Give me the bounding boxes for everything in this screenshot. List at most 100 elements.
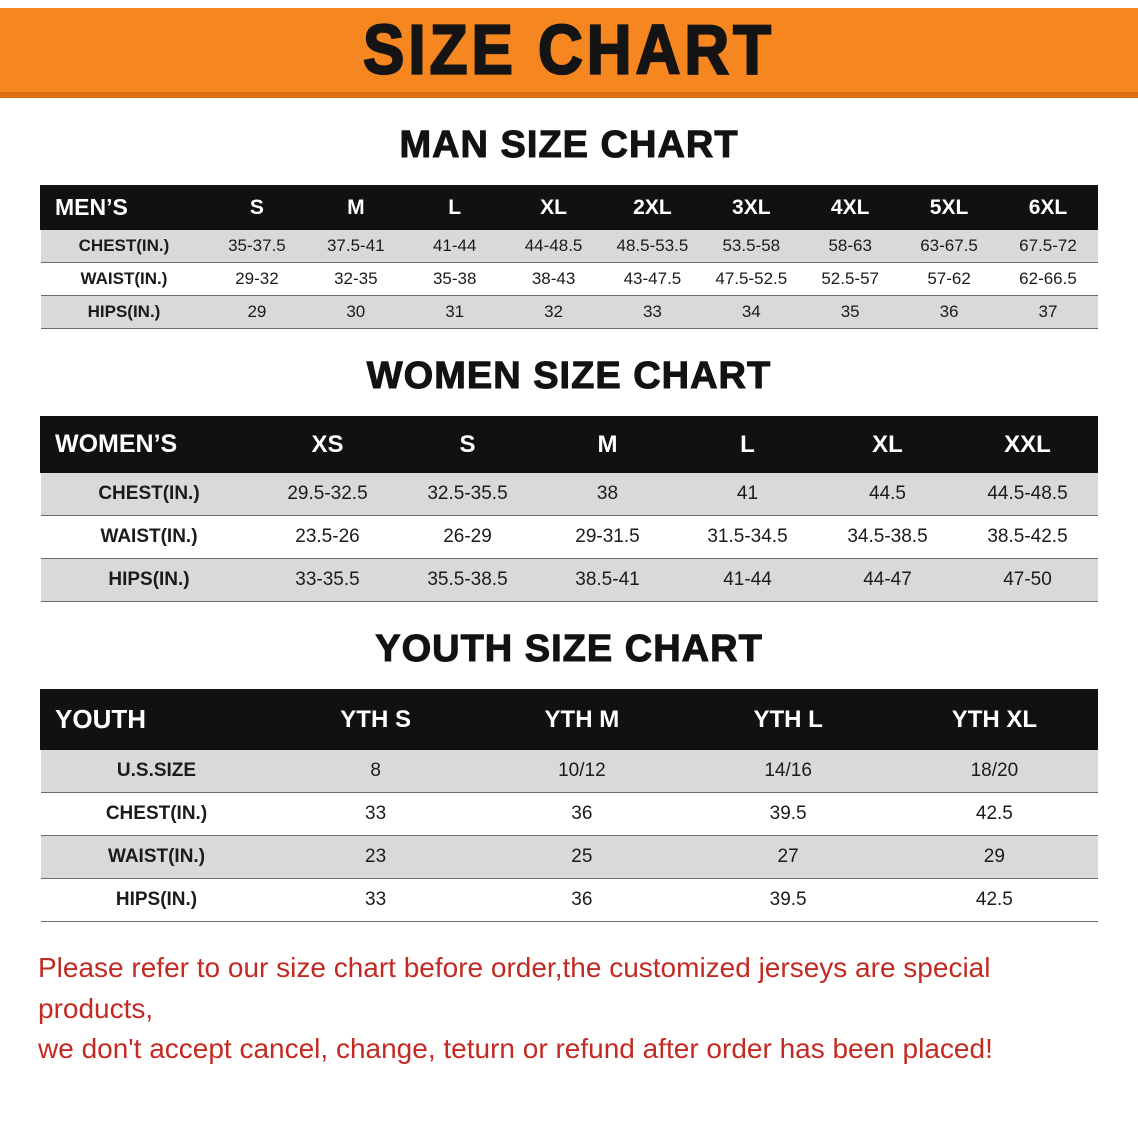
size-value-cell: 33 [603,295,702,329]
size-value-cell: 32.5-35.5 [397,472,538,516]
measurement-row: HIPS(IN.) 33-35.5 35.5-38.5 38.5-41 41-44 44-… [40,558,1098,602]
size-value-cell: 32 [504,295,603,329]
table-corner-label: WOMEN’S [40,416,258,473]
measurement-row-label: U.S.SIZE [40,749,273,793]
disclaimer-line-2: we don't accept cancel, change, teturn o… [38,1033,993,1065]
size-column-header: 4XL [800,185,901,230]
measurement-row: WAIST(IN.) 29-32 32-35 35-38 38-43 43-47.5 47.… [40,262,1098,296]
disclaimer-note: Please refer to our size chart before or… [38,948,1100,1070]
size-column-header: M [537,416,678,473]
measurement-row-label: CHEST(IN.) [40,229,208,263]
size-value-cell: 29-31.5 [537,515,678,559]
size-value-cell: 63-67.5 [899,229,999,263]
size-value-cell: 39.5 [685,792,892,836]
size-chart-page: SIZE CHART MAN SIZE CHART MEN’S S M L XL 2XL 3… [0,8,1138,1070]
size-value-cell: 35.5-38.5 [397,558,538,602]
size-value-cell: 34 [701,295,801,329]
size-value-cell: 10/12 [478,749,685,793]
measurement-row: CHEST(IN.) 35-37.5 37.5-41 41-44 44-48.5 48.5… [40,229,1098,263]
size-column-header: YTH XL [890,689,1099,750]
size-value-cell: 8 [272,749,479,793]
measurement-row: WAIST(IN.) 23 25 27 29 [40,835,1098,879]
size-column-header: S [207,185,307,230]
size-table-header-row: MEN’S S M L XL 2XL 3XL 4XL 5XL 6XL [40,185,1098,230]
men-section-heading: MAN SIZE CHART [399,124,739,167]
size-value-cell: 23.5-26 [257,515,398,559]
measurement-row-label: HIPS(IN.) [40,295,208,329]
women-size-table: WOMEN’S XS S M L XL XXL CHEST(IN.) 29.5-32.5 32.5… [40,416,1098,602]
measurement-row-label: CHEST(IN.) [40,792,273,836]
size-value-cell: 47.5-52.5 [701,262,801,296]
size-value-cell: 58-63 [800,229,900,263]
size-value-cell: 44-47 [817,558,958,602]
size-column-header: XL [503,185,604,230]
size-value-cell: 23 [272,835,479,879]
size-column-header: 5XL [899,185,999,230]
size-value-cell: 47-50 [957,558,1098,602]
size-column-header: XS [257,416,398,473]
size-column-header: 2XL [602,185,703,230]
page-title: SIZE CHART [362,10,775,90]
size-column-header: S [397,416,538,473]
measurement-row-label: WAIST(IN.) [40,835,273,879]
size-value-cell: 34.5-38.5 [817,515,958,559]
size-table-header-row: WOMEN’S XS S M L XL XXL [40,416,1098,473]
size-value-cell: 27 [685,835,892,879]
size-value-cell: 33 [272,878,479,922]
measurement-row-label: WAIST(IN.) [40,262,208,296]
size-value-cell: 44-48.5 [504,229,603,263]
size-value-cell: 44.5-48.5 [957,472,1098,516]
measurement-row: HIPS(IN.) 33 36 39.5 42.5 [40,878,1098,922]
size-value-cell: 38.5-42.5 [957,515,1098,559]
measurement-row-label: HIPS(IN.) [40,558,258,602]
size-value-cell: 29 [891,835,1098,879]
size-column-header: L [677,416,818,473]
size-value-cell: 36 [478,792,685,836]
size-value-cell: 32-35 [306,262,406,296]
measurement-row: WAIST(IN.) 23.5-26 26-29 29-31.5 31.5-34.5 34… [40,515,1098,559]
size-value-cell: 25 [478,835,685,879]
size-value-cell: 57-62 [899,262,999,296]
measurement-row: CHEST(IN.) 33 36 39.5 42.5 [40,792,1098,836]
size-value-cell: 38 [537,472,678,516]
measurement-row: CHEST(IN.) 29.5-32.5 32.5-35.5 38 41 44.5 44.5… [40,472,1098,516]
size-value-cell: 33 [272,792,479,836]
size-value-cell: 14/16 [685,749,892,793]
measurement-row: HIPS(IN.) 29 30 31 32 33 34 35 36 37 [40,295,1098,329]
size-column-header: 3XL [701,185,802,230]
size-value-cell: 26-29 [397,515,538,559]
youth-size-table: YOUTH YTH S YTH M YTH L YTH XL U.S.SIZE 8 10/12… [40,689,1099,922]
size-value-cell: 35-38 [405,262,505,296]
size-value-cell: 37 [998,295,1098,329]
youth-section-heading: YOUTH SIZE CHART [375,628,763,671]
size-value-cell: 44.5 [817,472,958,516]
size-value-cell: 38-43 [504,262,603,296]
women-section-heading: WOMEN SIZE CHART [366,355,772,398]
size-value-cell: 48.5-53.5 [603,229,702,263]
title-banner: SIZE CHART [0,8,1138,98]
size-value-cell: 36 [478,878,685,922]
measurement-row-label: HIPS(IN.) [40,878,273,922]
disclaimer-line-1: Please refer to our size chart before or… [38,952,991,1024]
size-value-cell: 18/20 [891,749,1098,793]
size-column-header: YTH S [271,689,480,750]
size-value-cell: 29 [207,295,307,329]
size-value-cell: 41-44 [405,229,505,263]
size-column-header: YTH L [684,689,892,750]
size-value-cell: 43-47.5 [603,262,702,296]
size-column-header: 6XL [998,185,1098,230]
size-value-cell: 35-37.5 [207,229,307,263]
size-value-cell: 29-32 [207,262,307,296]
table-corner-label: YOUTH [40,689,273,750]
size-value-cell: 36 [899,295,999,329]
size-value-cell: 41 [677,472,818,516]
size-value-cell: 42.5 [891,792,1098,836]
size-value-cell: 52.5-57 [800,262,900,296]
size-value-cell: 31.5-34.5 [677,515,818,559]
size-column-header: YTH M [478,689,686,750]
measurement-row: U.S.SIZE 8 10/12 14/16 18/20 [40,749,1098,793]
measurement-row-label: CHEST(IN.) [40,472,258,516]
size-value-cell: 67.5-72 [998,229,1098,263]
size-table-header-row: YOUTH YTH S YTH M YTH L YTH XL [40,689,1099,750]
size-value-cell: 35 [800,295,900,329]
